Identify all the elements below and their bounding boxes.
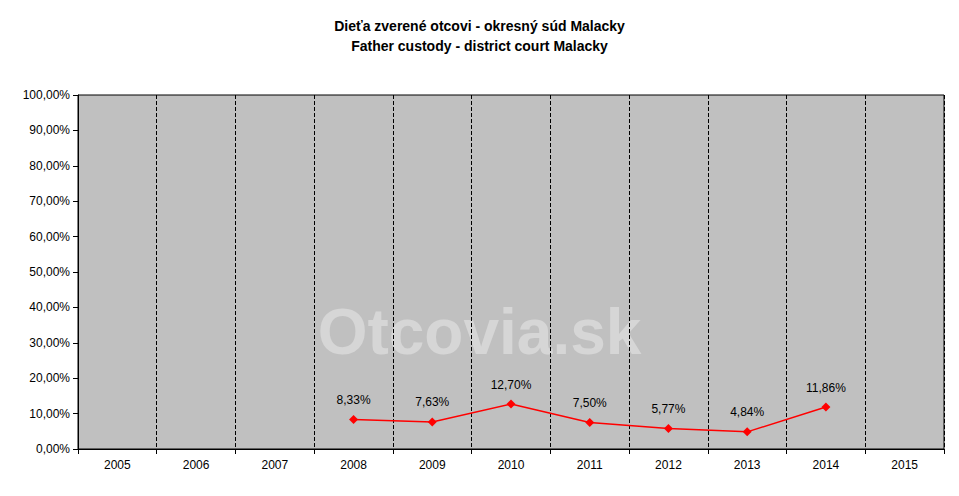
svg-text:2014: 2014 xyxy=(813,458,840,472)
svg-text:2015: 2015 xyxy=(891,458,918,472)
svg-text:2013: 2013 xyxy=(734,458,761,472)
svg-text:2008: 2008 xyxy=(340,458,367,472)
svg-text:30,00%: 30,00% xyxy=(29,336,70,350)
svg-text:7,63%: 7,63% xyxy=(415,395,449,409)
svg-text:2005: 2005 xyxy=(104,458,131,472)
svg-text:12,70%: 12,70% xyxy=(491,378,532,392)
svg-text:70,00%: 70,00% xyxy=(29,194,70,208)
svg-text:100,00%: 100,00% xyxy=(23,88,71,102)
svg-text:0,00%: 0,00% xyxy=(36,442,70,456)
svg-text:5,77%: 5,77% xyxy=(651,402,685,416)
svg-text:2006: 2006 xyxy=(183,458,210,472)
svg-text:2010: 2010 xyxy=(498,458,525,472)
svg-text:Otcovia.sk: Otcovia.sk xyxy=(318,296,642,368)
svg-text:2012: 2012 xyxy=(655,458,682,472)
svg-text:20,00%: 20,00% xyxy=(29,371,70,385)
svg-text:90,00%: 90,00% xyxy=(29,123,70,137)
svg-text:7,50%: 7,50% xyxy=(573,396,607,410)
svg-text:80,00%: 80,00% xyxy=(29,159,70,173)
svg-text:8,33%: 8,33% xyxy=(337,393,371,407)
svg-text:2007: 2007 xyxy=(261,458,288,472)
svg-text:2011: 2011 xyxy=(577,458,603,472)
svg-text:60,00%: 60,00% xyxy=(29,230,70,244)
svg-text:Father custody - district cour: Father custody - district court Malacky xyxy=(351,38,608,54)
svg-text:40,00%: 40,00% xyxy=(29,300,70,314)
svg-text:4,84%: 4,84% xyxy=(730,405,764,419)
svg-text:50,00%: 50,00% xyxy=(29,265,70,279)
svg-text:10,00%: 10,00% xyxy=(29,407,70,421)
svg-text:2009: 2009 xyxy=(419,458,446,472)
svg-text:Dieťa zverené otcovi - okresný: Dieťa zverené otcovi - okresný súd Malac… xyxy=(334,18,625,34)
svg-text:11,86%: 11,86% xyxy=(806,381,846,395)
